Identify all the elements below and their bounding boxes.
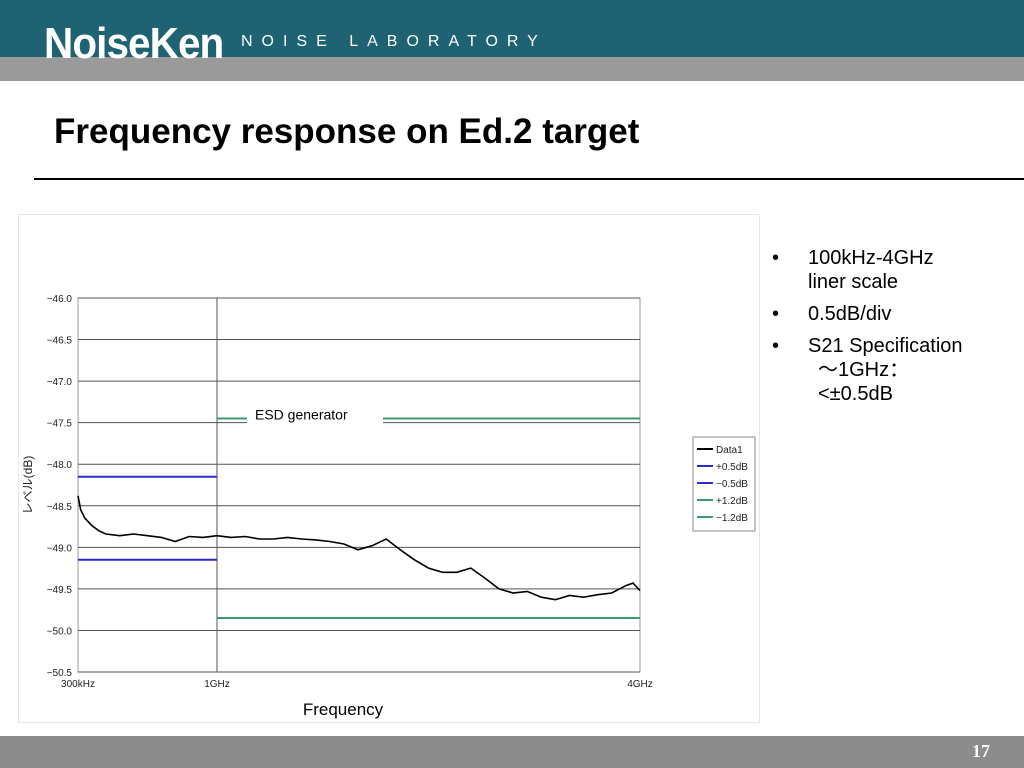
bullet-range: • 100kHz-4GHz liner scale bbox=[772, 246, 1012, 294]
noiseken-logo: NoiseKen bbox=[44, 19, 224, 68]
bullet-s21-line1: S21 Specification bbox=[808, 335, 963, 357]
series-line-0 bbox=[77, 495, 641, 601]
y-tick-label: −47.0 bbox=[47, 377, 73, 388]
y-tick-label: −50.0 bbox=[47, 626, 73, 637]
y-tick-label: −46.0 bbox=[47, 294, 73, 305]
header-band bbox=[0, 0, 1024, 57]
legend-label: +0.5dB bbox=[716, 462, 748, 473]
y-tick-label: −49.0 bbox=[47, 543, 73, 554]
frequency-response-chart: −46.0 −46.5 −47.0 −47.5 −48.0 −48.5 −49.0 −49.5… bbox=[18, 214, 760, 723]
spec-bullet-list: • 100kHz-4GHz liner scale • 0.5dB/div • … bbox=[772, 246, 1012, 414]
x-axis-label: Frequency bbox=[303, 700, 384, 719]
chart-svg: −46.0 −46.5 −47.0 −47.5 −48.0 −48.5 −49.0 −49.5… bbox=[21, 294, 756, 719]
footer-band bbox=[0, 736, 1024, 768]
bullet-s21-spec: • S21 Specification ～1GHz： <±0.5dB bbox=[772, 334, 1012, 406]
bullet-scale: • 0.5dB/div bbox=[772, 302, 1012, 326]
logo-tagline: NOISE LABORATORY bbox=[241, 33, 547, 50]
bullet-scale-line1: 0.5dB/div bbox=[808, 303, 892, 325]
bullet-s21-line2: ～1GHz： bbox=[818, 359, 910, 381]
legend-label: +1.2dB bbox=[716, 496, 748, 507]
x-tick-label: 300kHz bbox=[61, 679, 95, 690]
annotation-esd-generator: ESD generator bbox=[255, 407, 348, 423]
y-tick-label: −47.5 bbox=[47, 419, 73, 430]
y-tick-label: −46.5 bbox=[47, 336, 73, 347]
bullet-range-line1: 100kHz-4GHz bbox=[808, 247, 934, 269]
y-tick-label: −50.5 bbox=[47, 668, 73, 679]
bullet-dot: • bbox=[772, 247, 780, 269]
annotation-box bbox=[247, 404, 383, 425]
bullet-dot: • bbox=[772, 303, 780, 325]
y-tick-label: −48.0 bbox=[47, 460, 73, 471]
slide-title: Frequency response on Ed.2 target bbox=[54, 112, 640, 151]
bullet-s21-line3: <±0.5dB bbox=[818, 383, 893, 405]
y-tick-label: −48.5 bbox=[47, 502, 73, 513]
title-divider bbox=[34, 178, 1024, 180]
bullet-dot: • bbox=[772, 335, 780, 357]
legend-label: Data1 bbox=[716, 445, 743, 456]
x-tick-label: 1GHz bbox=[204, 679, 230, 690]
legend-label: −1.2dB bbox=[716, 513, 748, 524]
header-strip bbox=[0, 57, 1024, 81]
y-axis-label: レベル(dB) bbox=[21, 456, 35, 515]
page-number: 17 bbox=[972, 741, 990, 761]
plot-area bbox=[77, 297, 641, 673]
y-tick-label: −49.5 bbox=[47, 585, 73, 596]
x-tick-label: 4GHz bbox=[627, 679, 653, 690]
bullet-range-line2: liner scale bbox=[808, 271, 899, 293]
legend-label: −0.5dB bbox=[716, 479, 748, 490]
